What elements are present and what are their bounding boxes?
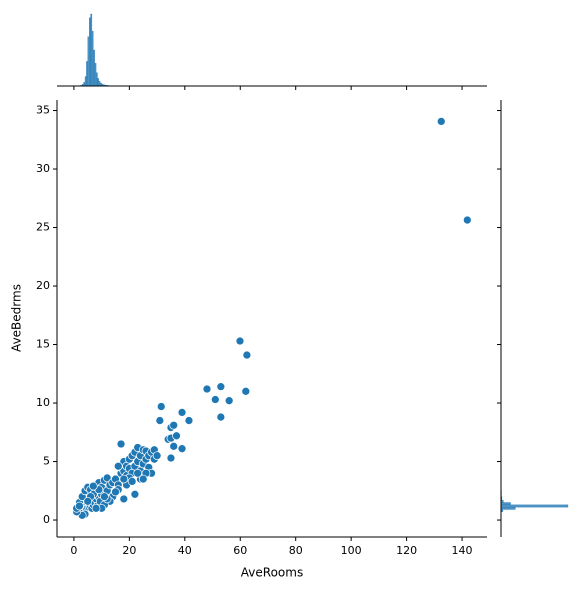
x-tick-label: 80 [289, 544, 303, 557]
scatter-point [241, 386, 251, 396]
y-tick-label: 30 [36, 162, 50, 175]
scatter-point [152, 451, 162, 461]
scatter-point [83, 496, 93, 506]
x-tick-label: 120 [396, 544, 417, 557]
histogram-bar [83, 82, 86, 87]
scatter-point [177, 408, 187, 417]
scatter-point [177, 444, 187, 454]
histogram-bar [91, 30, 94, 87]
scatter-point [100, 492, 109, 501]
scatter-point [88, 481, 98, 491]
scatter-point [169, 441, 179, 451]
scatter-point [91, 503, 101, 513]
scatter-point [127, 477, 137, 486]
scatter-point [436, 117, 446, 126]
scatter-point [224, 396, 234, 406]
x-tick-label: 40 [178, 544, 192, 557]
scatter-point [169, 420, 179, 430]
scatter-point [133, 468, 143, 478]
scatter-point [462, 215, 472, 225]
scatter-point [113, 461, 123, 471]
histogram-bar [98, 81, 101, 87]
scatter-point [210, 395, 220, 404]
scatter-point [216, 382, 226, 392]
scatter-point [116, 439, 126, 449]
y-tick-label: 15 [36, 338, 50, 351]
histogram-bar [93, 49, 95, 87]
scatter-point [111, 487, 120, 497]
histogram-bar [87, 36, 90, 87]
scatter-point [156, 402, 166, 411]
histogram-bar [86, 61, 88, 87]
x-tick-label: 60 [233, 544, 247, 557]
scatter-point [242, 350, 252, 360]
scatter-point [166, 453, 176, 463]
histogram-bar [89, 17, 91, 87]
y-tick-label: 5 [43, 455, 50, 468]
histogram-bar [97, 78, 100, 87]
scatter-point [235, 336, 245, 346]
histogram-bar [500, 504, 569, 508]
histogram-bar [500, 502, 511, 505]
x-tick-label: 100 [341, 544, 362, 557]
y-tick-label: 35 [36, 104, 50, 117]
scatter-point [138, 474, 148, 484]
scatter-point [75, 501, 84, 511]
histogram-bar [94, 63, 97, 87]
y-tick-label: 25 [36, 221, 50, 234]
x-tick-label: 0 [70, 544, 77, 557]
scatter-point [130, 489, 140, 499]
x-axis-label: AveRooms [241, 566, 303, 580]
y-axis-label: AveBedrms [10, 284, 24, 352]
y-tick-label: 10 [36, 396, 50, 409]
histogram-bar [90, 13, 93, 87]
histogram-bar [95, 72, 98, 87]
histogram-bar [500, 507, 516, 510]
x-tick-label: 140 [452, 544, 473, 557]
scatter-point [202, 384, 212, 394]
scatter-point [119, 494, 129, 504]
y-tick-label: 20 [36, 279, 50, 292]
scatter-point [119, 474, 129, 484]
x-tick-label: 20 [122, 544, 136, 557]
scatter-point [184, 416, 194, 425]
scatter-point [172, 431, 181, 441]
y-tick-label: 0 [43, 513, 50, 526]
histogram-bar [84, 76, 87, 87]
scatter-point [216, 412, 226, 422]
scatter-point [155, 416, 165, 425]
